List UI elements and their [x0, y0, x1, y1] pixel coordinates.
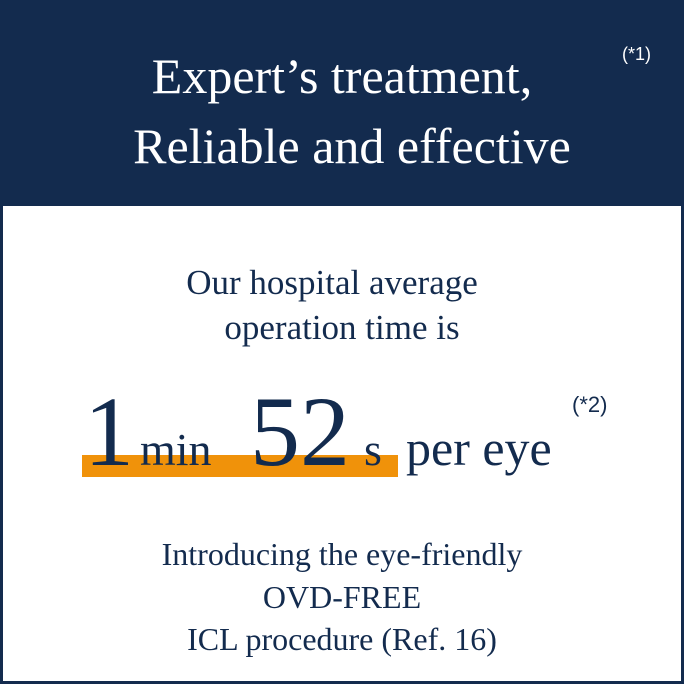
intro-line: operation time is	[224, 308, 459, 347]
footer-line: Introducing the eye-friendly	[162, 536, 523, 572]
stat-minutes: 1	[84, 376, 134, 487]
stat-note: (*2)	[572, 392, 607, 417]
stat-unit: s	[364, 424, 382, 475]
header-note: (*1)	[622, 44, 651, 64]
footer-line: OVD-FREE	[263, 579, 421, 615]
header-title-line: Expert’s treatment,	[152, 48, 532, 104]
stat-seconds: 52	[250, 376, 350, 487]
stat-unit: min	[140, 424, 212, 475]
highlight-bar	[82, 455, 398, 477]
card-body	[3, 206, 681, 681]
footer-line: ICL procedure (Ref. 16)	[187, 621, 497, 657]
header-title-line: Reliable and effective	[133, 118, 571, 174]
intro-line: Our hospital average	[186, 263, 478, 302]
stat-suffix: per eye	[406, 420, 552, 476]
